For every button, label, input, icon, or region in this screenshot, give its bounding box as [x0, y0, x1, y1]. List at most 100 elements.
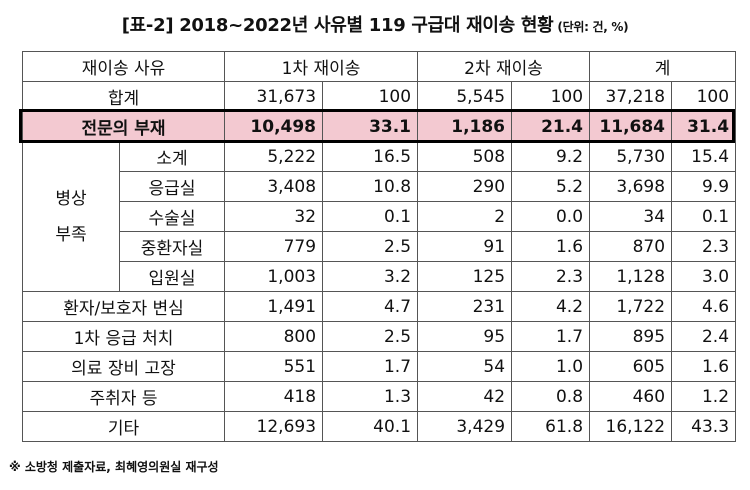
cell: 508	[417, 141, 513, 172]
cell: 61.8	[511, 411, 591, 442]
cell: 1,722	[589, 291, 673, 322]
cell: 100	[511, 81, 591, 112]
cell: 2.5	[322, 321, 419, 352]
header-total: 계	[589, 51, 737, 82]
cell: 3.0	[671, 261, 737, 292]
table-row: 1차 응급 처치 800 2.5 95 1.7 895 2.4	[21, 321, 737, 352]
cell: 1,003	[224, 261, 324, 292]
cell: 40.1	[322, 411, 419, 442]
cell: 800	[224, 321, 324, 352]
row-label: 소계	[118, 141, 226, 172]
table-row: 의료 장비 고장 551 1.7 54 1.0 605 1.6	[21, 351, 737, 382]
cell: 1,128	[589, 261, 673, 292]
cell: 4.7	[322, 291, 419, 322]
group-label-line: 병상	[55, 188, 87, 209]
cell: 31.4	[671, 111, 737, 142]
cell: 3,408	[224, 171, 324, 202]
cell: 1,491	[224, 291, 324, 322]
cell: 870	[589, 231, 673, 262]
table-row: 응급실 3,408 10.8 290 5.2 3,698 9.9	[23, 171, 737, 202]
cell: 0.8	[511, 381, 591, 412]
cell: 95	[417, 321, 513, 352]
header-reason: 재이송 사유	[21, 51, 226, 82]
row-label: 합계	[21, 81, 226, 112]
cell: 9.9	[671, 171, 737, 202]
cell: 100	[671, 81, 737, 112]
cell: 31,673	[224, 81, 324, 112]
cell: 1,186	[417, 111, 513, 142]
cell: 15.4	[671, 141, 737, 172]
table-row: 환자/보호자 변심 1,491 4.7 231 4.2 1,722 4.6	[21, 291, 737, 322]
title-text: [표-2] 2018~2022년 사유별 119 구급대 재이송 현황	[121, 15, 554, 36]
cell: 1.6	[671, 351, 737, 382]
table-title: [표-2] 2018~2022년 사유별 119 구급대 재이송 현황 (단위: …	[0, 11, 750, 37]
cell: 290	[417, 171, 513, 202]
row-label: 수술실	[118, 201, 226, 232]
cell: 2	[417, 201, 513, 232]
group-label-line: 부족	[55, 224, 87, 245]
data-table: 재이송 사유 1차 재이송 2차 재이송 계 합계 31,673 100 5,5…	[21, 51, 737, 442]
row-label: 주취자 등	[21, 381, 226, 412]
cell: 1.2	[671, 381, 737, 412]
cell: 5.2	[511, 171, 591, 202]
cell: 1.7	[322, 351, 419, 382]
cell: 779	[224, 231, 324, 262]
table-row: 수술실 32 0.1 2 0.0 34 0.1	[23, 201, 737, 232]
cell: 1.3	[322, 381, 419, 412]
cell: 2.5	[322, 231, 419, 262]
cell: 10.8	[322, 171, 419, 202]
cell: 33.1	[322, 111, 419, 142]
cell: 231	[417, 291, 513, 322]
cell: 16.5	[322, 141, 419, 172]
cell: 5,545	[417, 81, 513, 112]
row-label: 입원실	[118, 261, 226, 292]
footnote: ※ 소방청 제출자료, 최혜영의원실 재구성	[9, 460, 219, 474]
cell: 1.6	[511, 231, 591, 262]
table-row: 합계 31,673 100 5,545 100 37,218 100	[21, 81, 737, 112]
cell: 3,429	[417, 411, 513, 442]
row-label: 응급실	[118, 171, 226, 202]
cell: 43.3	[671, 411, 737, 442]
cell: 21.4	[511, 111, 591, 142]
cell: 11,684	[589, 111, 673, 142]
cell: 4.6	[671, 291, 737, 322]
cell: 4.2	[511, 291, 591, 322]
cell: 3.2	[322, 261, 419, 292]
table-row: 기타 12,693 40.1 3,429 61.8 16,122 43.3	[21, 411, 737, 442]
cell: 551	[224, 351, 324, 382]
cell: 2.3	[511, 261, 591, 292]
table-row: 병상 부족 소계 5,222 16.5 508 9.2 5,730 15.4	[22, 141, 737, 292]
cell: 1.7	[511, 321, 591, 352]
cell: 2.3	[671, 231, 737, 262]
cell: 37,218	[589, 81, 673, 112]
cell: 34	[589, 201, 673, 232]
table-row: 중환자실 779 2.5 91 1.6 870 2.3	[23, 231, 737, 262]
table-row: 주취자 등 418 1.3 42 0.8 460 1.2	[21, 381, 737, 412]
table-row: 입원실 1,003 3.2 125 2.3 1,128 3.0	[23, 261, 737, 292]
row-label: 환자/보호자 변심	[21, 291, 226, 322]
cell: 895	[589, 321, 673, 352]
cell: 16,122	[589, 411, 673, 442]
cell: 3,698	[589, 171, 673, 202]
cell: 54	[417, 351, 513, 382]
cell: 5,730	[589, 141, 673, 172]
group-label-bed-shortage: 병상 부족	[22, 141, 120, 292]
cell: 605	[589, 351, 673, 382]
cell: 10,498	[224, 111, 324, 142]
cell: 0.1	[671, 201, 737, 232]
row-label: 1차 응급 처치	[21, 321, 226, 352]
cell: 32	[224, 201, 324, 232]
header-second: 2차 재이송	[417, 51, 591, 82]
row-label: 의료 장비 고장	[21, 351, 226, 382]
header-first: 1차 재이송	[224, 51, 419, 82]
unit-text: (단위: 건, %)	[557, 20, 629, 34]
cell: 418	[224, 381, 324, 412]
cell: 2.4	[671, 321, 737, 352]
cell: 125	[417, 261, 513, 292]
cell: 12,693	[224, 411, 324, 442]
cell: 5,222	[224, 141, 324, 172]
row-label: 전문의 부재	[21, 111, 226, 142]
cell: 1.0	[511, 351, 591, 382]
cell: 91	[417, 231, 513, 262]
cell: 0.0	[511, 201, 591, 232]
